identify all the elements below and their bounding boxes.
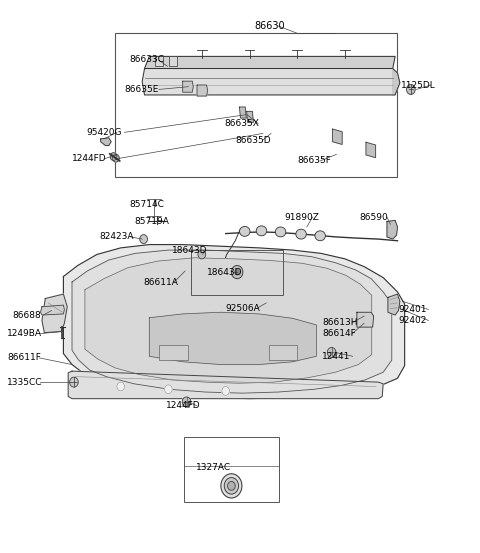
Text: 86635E: 86635E: [124, 85, 159, 94]
Circle shape: [113, 154, 119, 162]
Text: 95420G: 95420G: [86, 128, 122, 137]
Circle shape: [182, 397, 191, 407]
Text: 92402: 92402: [398, 316, 427, 325]
Circle shape: [228, 482, 235, 491]
Polygon shape: [101, 138, 111, 145]
Text: 1249BA: 1249BA: [7, 329, 42, 338]
Circle shape: [165, 385, 172, 394]
Text: 1335CC: 1335CC: [7, 378, 43, 387]
Polygon shape: [72, 250, 392, 393]
Polygon shape: [333, 129, 342, 144]
Polygon shape: [240, 107, 246, 118]
Text: 18643D: 18643D: [172, 246, 208, 254]
Polygon shape: [388, 294, 400, 315]
Polygon shape: [144, 56, 395, 69]
Text: 82423A: 82423A: [100, 232, 134, 241]
Text: 85719A: 85719A: [134, 217, 169, 226]
Polygon shape: [68, 371, 383, 399]
Ellipse shape: [256, 226, 267, 236]
Polygon shape: [149, 312, 316, 364]
Polygon shape: [183, 81, 193, 92]
Text: 85714C: 85714C: [129, 201, 164, 210]
Text: 86688: 86688: [12, 311, 41, 320]
Text: 18643D: 18643D: [206, 268, 242, 276]
Circle shape: [117, 382, 124, 391]
Circle shape: [110, 153, 117, 160]
Circle shape: [222, 387, 229, 395]
Text: 86635F: 86635F: [297, 156, 331, 165]
Text: 12441: 12441: [322, 352, 350, 361]
Circle shape: [140, 234, 147, 243]
Bar: [269, 345, 297, 360]
Bar: [159, 345, 188, 360]
Circle shape: [327, 347, 336, 357]
Circle shape: [235, 269, 240, 275]
Polygon shape: [40, 305, 64, 315]
Circle shape: [224, 478, 239, 494]
Text: 86630: 86630: [254, 20, 285, 30]
Bar: [155, 56, 163, 66]
Ellipse shape: [276, 227, 286, 237]
Text: 86633C: 86633C: [129, 55, 164, 64]
Circle shape: [221, 474, 242, 498]
Text: 1125DL: 1125DL: [401, 81, 436, 90]
Text: 92401: 92401: [398, 305, 427, 314]
Polygon shape: [387, 221, 397, 239]
Bar: [115, 33, 396, 178]
Text: 86635X: 86635X: [225, 119, 260, 128]
Circle shape: [198, 250, 205, 259]
Polygon shape: [357, 312, 373, 327]
Bar: [169, 56, 177, 66]
Text: 86613H: 86613H: [322, 318, 358, 327]
Polygon shape: [42, 294, 67, 332]
Text: 86590: 86590: [360, 212, 388, 222]
Text: 1327AC: 1327AC: [196, 463, 231, 472]
Text: 86635D: 86635D: [235, 135, 271, 144]
Text: 92506A: 92506A: [226, 304, 261, 313]
Ellipse shape: [315, 231, 325, 241]
Polygon shape: [63, 244, 405, 399]
Text: 86611A: 86611A: [144, 278, 179, 286]
Polygon shape: [85, 258, 372, 383]
Text: 1244FD: 1244FD: [72, 154, 107, 163]
Polygon shape: [366, 142, 375, 158]
Polygon shape: [197, 85, 207, 96]
Bar: [184, 437, 279, 502]
Text: 86611F: 86611F: [7, 353, 41, 362]
Polygon shape: [247, 112, 253, 122]
Circle shape: [231, 265, 243, 279]
Polygon shape: [142, 69, 397, 95]
Text: 86614F: 86614F: [322, 329, 356, 338]
Bar: [192, 250, 283, 295]
Text: 91890Z: 91890Z: [284, 212, 319, 222]
Ellipse shape: [296, 229, 306, 239]
Circle shape: [70, 377, 78, 387]
Circle shape: [407, 85, 415, 95]
Polygon shape: [393, 69, 400, 95]
Text: 1244FD: 1244FD: [166, 401, 201, 410]
Ellipse shape: [240, 226, 250, 236]
